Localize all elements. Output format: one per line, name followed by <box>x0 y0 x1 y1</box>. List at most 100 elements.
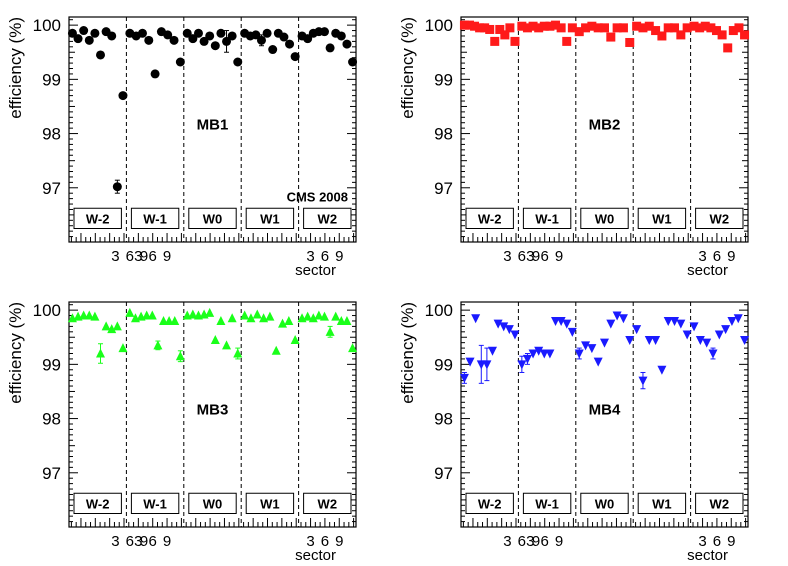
x-tick-label-w0: 3 <box>503 248 511 265</box>
data-point <box>505 23 515 33</box>
y-axis-label: efficiency (%) <box>398 17 417 119</box>
data-point <box>205 31 215 41</box>
wheel-label: W-1 <box>143 496 167 511</box>
data-point <box>485 24 495 34</box>
data-point <box>170 315 180 325</box>
data-point <box>325 326 335 336</box>
y-tick-label: 97 <box>42 179 61 198</box>
data-point <box>510 36 520 46</box>
x-tick-label-w1: 3 <box>526 533 534 550</box>
data-point <box>331 311 341 321</box>
wheel-box <box>188 492 237 514</box>
wheel-box <box>245 207 295 229</box>
data-point <box>522 23 532 33</box>
plot-frame <box>68 301 357 528</box>
data-point <box>638 23 648 33</box>
y-tick-label: 100 <box>33 16 61 35</box>
plot-frame <box>460 16 749 243</box>
wheel-box <box>465 207 514 229</box>
data-point <box>625 37 635 47</box>
data-point <box>500 30 510 40</box>
x-tick-label-w1: 3 <box>134 248 142 265</box>
x-tick-label-w1: 9 <box>163 248 171 265</box>
data-point <box>638 376 648 386</box>
y-tick-label: 100 <box>33 301 61 320</box>
x-tick-label: 6 <box>713 248 721 265</box>
data-point <box>657 31 667 41</box>
data-point <box>348 57 358 67</box>
data-point <box>551 20 561 30</box>
data-point <box>210 41 220 51</box>
wheel-label: W-2 <box>86 211 110 226</box>
data-point <box>342 315 352 325</box>
data-point <box>581 23 591 33</box>
wheel-label: W2 <box>710 496 730 511</box>
data-point <box>612 311 622 321</box>
data-point <box>663 23 673 33</box>
data-point <box>227 313 237 323</box>
data-point <box>545 21 555 31</box>
data-point <box>319 311 329 321</box>
data-point <box>216 315 226 325</box>
data-point <box>169 35 179 45</box>
data-point <box>522 354 532 364</box>
data-point <box>96 348 106 358</box>
plot-frame <box>460 301 749 528</box>
data-point <box>676 30 686 40</box>
wheel-box <box>303 492 352 514</box>
data-point <box>625 335 635 345</box>
wheel-label: W0 <box>203 496 223 511</box>
data-point <box>182 28 192 38</box>
data-point <box>210 334 220 344</box>
data-point <box>482 360 492 370</box>
data-point <box>495 24 505 34</box>
data-point <box>593 23 603 33</box>
wheel-box <box>188 207 237 229</box>
data-point <box>651 335 661 345</box>
x-tick-label: 3 <box>306 248 314 265</box>
data-point <box>150 69 160 79</box>
y-tick-label: 98 <box>42 125 61 144</box>
data-point <box>733 314 743 324</box>
data-point <box>222 36 232 46</box>
data-point <box>593 357 603 367</box>
data-point <box>271 345 281 355</box>
data-point <box>657 365 667 375</box>
data-point <box>539 21 549 31</box>
data-point <box>695 335 705 345</box>
data-point <box>67 28 77 38</box>
data-point <box>112 182 122 192</box>
data-point <box>581 341 591 351</box>
data-point <box>107 324 117 334</box>
x-tick-label-w1: 6 <box>149 533 157 550</box>
x-tick-label: 6 <box>321 248 329 265</box>
x-axis-label: sector <box>687 547 728 564</box>
data-point <box>600 23 609 33</box>
data-point <box>517 21 527 31</box>
data-point <box>216 28 226 38</box>
wheel-label: W1 <box>260 496 280 511</box>
data-point <box>233 57 243 67</box>
data-point <box>137 28 147 38</box>
x-tick-label: 6 <box>321 533 329 550</box>
wheel-box <box>303 207 352 229</box>
data-point <box>290 52 300 62</box>
data-point <box>606 32 616 42</box>
wheel-box <box>637 207 687 229</box>
data-point <box>303 311 313 321</box>
x-tick-label-w1: 9 <box>555 533 563 550</box>
data-point <box>199 36 209 46</box>
data-point <box>734 23 744 33</box>
x-tick-label: 9 <box>727 248 735 265</box>
data-point <box>740 30 750 40</box>
data-point <box>606 319 616 329</box>
panel-title: MB4 <box>589 402 621 419</box>
data-point <box>285 39 295 49</box>
panel-title: MB3 <box>197 402 229 419</box>
x-tick-label-w0: 9 <box>532 533 540 550</box>
data-point <box>118 91 128 101</box>
data-point <box>644 335 654 345</box>
x-tick-label-w0: 6 <box>518 533 526 550</box>
